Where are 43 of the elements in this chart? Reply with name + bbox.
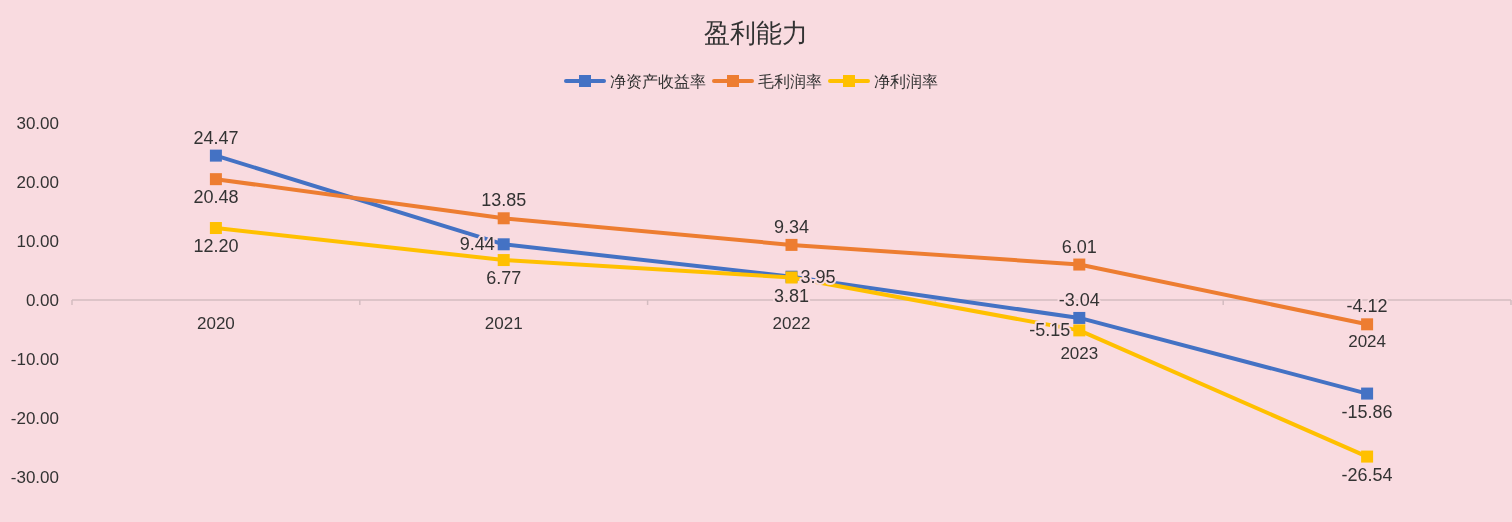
legend-label: 净资产收益率 — [610, 72, 706, 90]
data-label: 6.77 — [486, 268, 522, 289]
data-label: 9.34 — [773, 216, 810, 237]
x-tick-label: 2020 — [196, 313, 235, 333]
y-tick-label: 0.00 — [25, 290, 59, 310]
legend-label: 净利润率 — [874, 72, 938, 90]
data-label: -26.54 — [1341, 464, 1393, 485]
point — [785, 238, 798, 251]
y-tick-label: 20.00 — [16, 172, 59, 192]
data-label: 13.85 — [481, 190, 527, 211]
data-label: 12.20 — [193, 236, 239, 257]
y-tick-label: 30.00 — [16, 113, 59, 133]
data-label: -4.12 — [1346, 296, 1388, 317]
x-tick-label: 2024 — [1348, 331, 1387, 351]
point — [1361, 318, 1374, 331]
point — [497, 238, 510, 251]
point — [209, 222, 222, 235]
data-label: -15.86 — [1341, 401, 1393, 422]
data-label: -5.15 — [1029, 320, 1071, 341]
x-tick-label: 2022 — [772, 313, 811, 333]
point — [497, 254, 510, 267]
point — [1073, 258, 1086, 271]
data-label: -3.04 — [1058, 289, 1100, 310]
data-label: 20.48 — [193, 187, 239, 208]
point — [209, 149, 222, 162]
point — [209, 173, 222, 186]
y-tick-label: -20.00 — [10, 408, 59, 428]
data-label: 9.44 — [459, 234, 495, 255]
point — [497, 212, 510, 225]
x-tick-label: 2023 — [1060, 343, 1099, 363]
data-label: 3.81 — [773, 285, 810, 306]
point — [1361, 450, 1374, 463]
data-label: 6.01 — [1061, 236, 1097, 257]
x-tick-label: 2021 — [484, 313, 523, 333]
point — [1073, 311, 1086, 324]
chart-title: 盈利能力 — [704, 18, 808, 48]
point — [1073, 324, 1086, 337]
y-tick-label: -30.00 — [10, 467, 59, 487]
y-tick-label: 10.00 — [16, 231, 59, 251]
legend-label: 毛利润率 — [758, 72, 822, 90]
data-label: 24.47 — [193, 127, 239, 148]
y-tick-label: -10.00 — [10, 349, 59, 369]
point — [1361, 387, 1374, 400]
